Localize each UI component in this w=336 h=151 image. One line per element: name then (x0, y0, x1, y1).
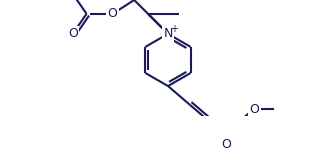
Text: O: O (68, 27, 78, 40)
Text: O: O (249, 103, 259, 116)
Text: O: O (108, 7, 118, 20)
Text: O: O (221, 138, 231, 151)
Text: N: N (163, 27, 173, 40)
Text: +: + (170, 24, 178, 34)
